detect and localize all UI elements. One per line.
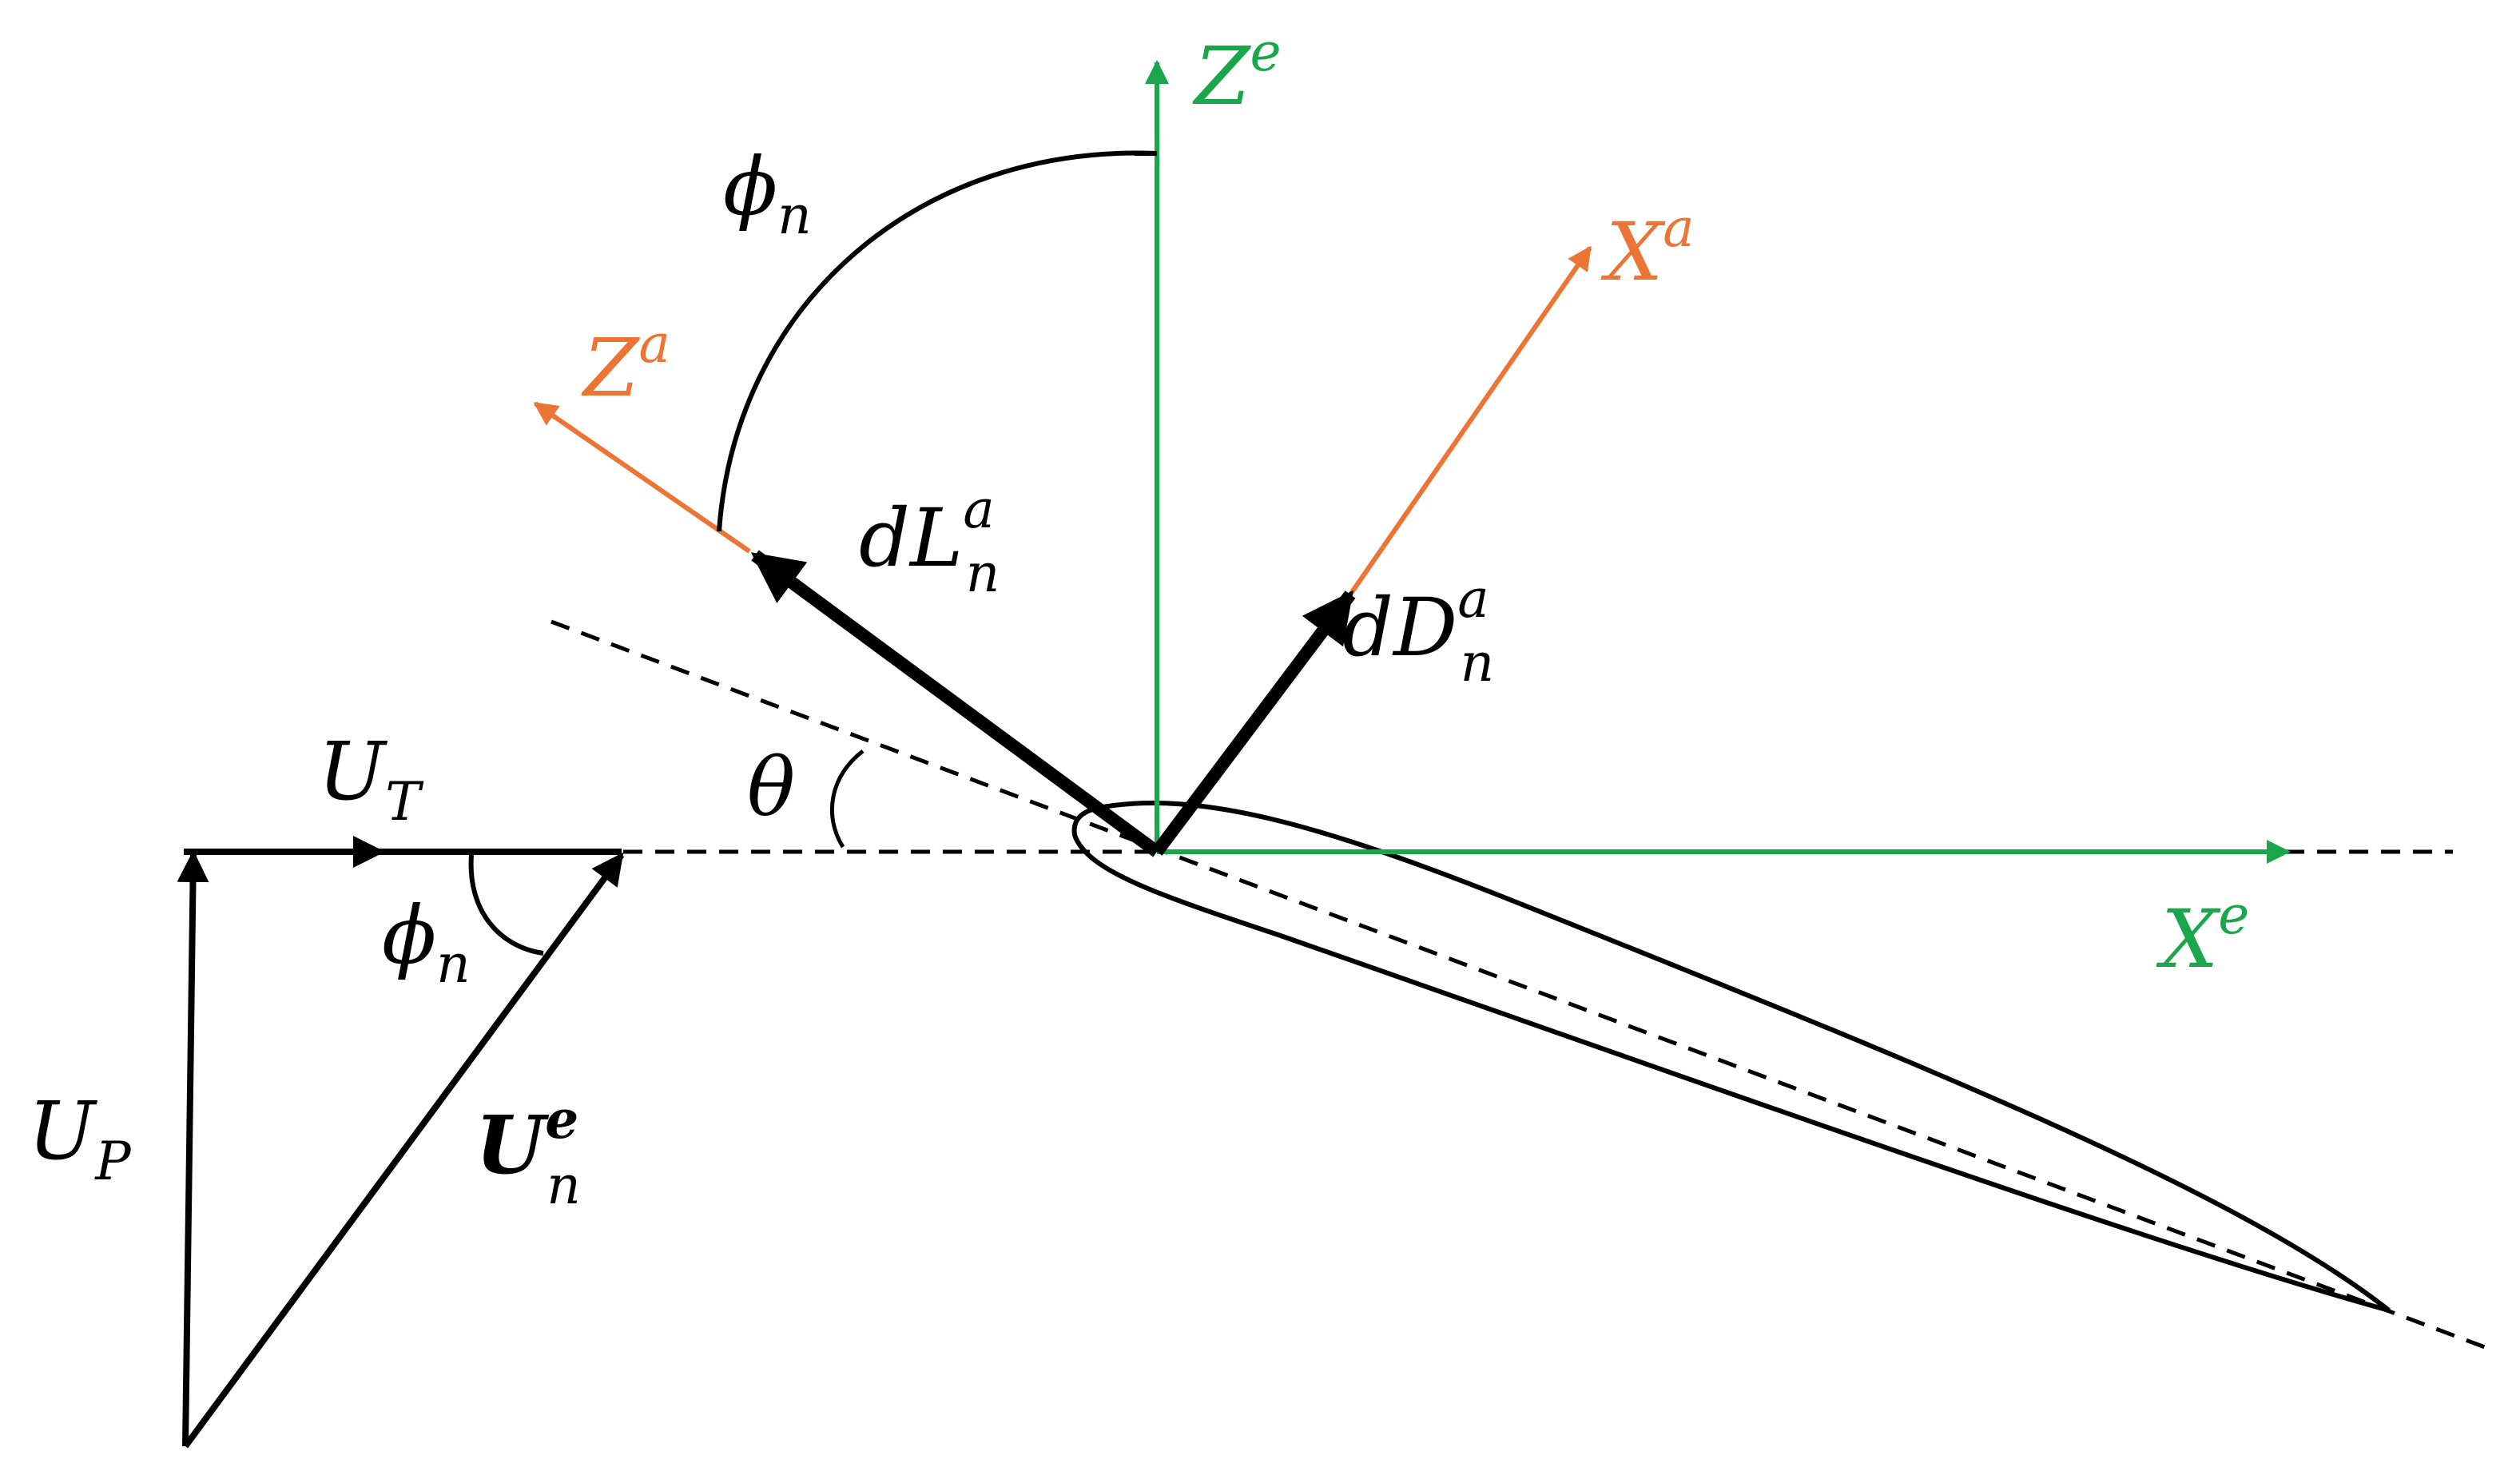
xe-label: Xe bbox=[2156, 885, 2249, 986]
up-velocity-arrow bbox=[177, 850, 209, 1447]
za-axis-arrow bbox=[533, 401, 751, 554]
theta-label: θ bbox=[747, 741, 795, 834]
xa-axis-arrow bbox=[1348, 245, 1592, 596]
xa-label: Xa bbox=[1600, 197, 1695, 299]
ue-velocity-arrow bbox=[182, 852, 625, 1449]
ut-label: UT bbox=[318, 725, 424, 833]
lift-label: dLa n bbox=[859, 479, 1000, 604]
phi-angle-arc-top bbox=[717, 150, 1158, 532]
up-label: UP bbox=[28, 1084, 132, 1192]
phi-bottom-label: ϕn bbox=[382, 889, 471, 995]
ue-label: Ue n bbox=[475, 1088, 581, 1216]
chord-dashed-line bbox=[551, 619, 2486, 1350]
phi-top-label: ϕn bbox=[723, 140, 812, 246]
za-label: Za bbox=[581, 313, 670, 415]
drag-force-arrow bbox=[1151, 590, 1356, 856]
theta-angle-arc bbox=[829, 749, 865, 849]
phi-angle-arc-bottom bbox=[468, 854, 544, 956]
lift-force-arrow bbox=[750, 550, 1161, 857]
ze-label: Ze bbox=[1192, 22, 1282, 123]
airfoil-shape bbox=[1071, 801, 2391, 1313]
drag-label: dDa n bbox=[1342, 568, 1494, 694]
